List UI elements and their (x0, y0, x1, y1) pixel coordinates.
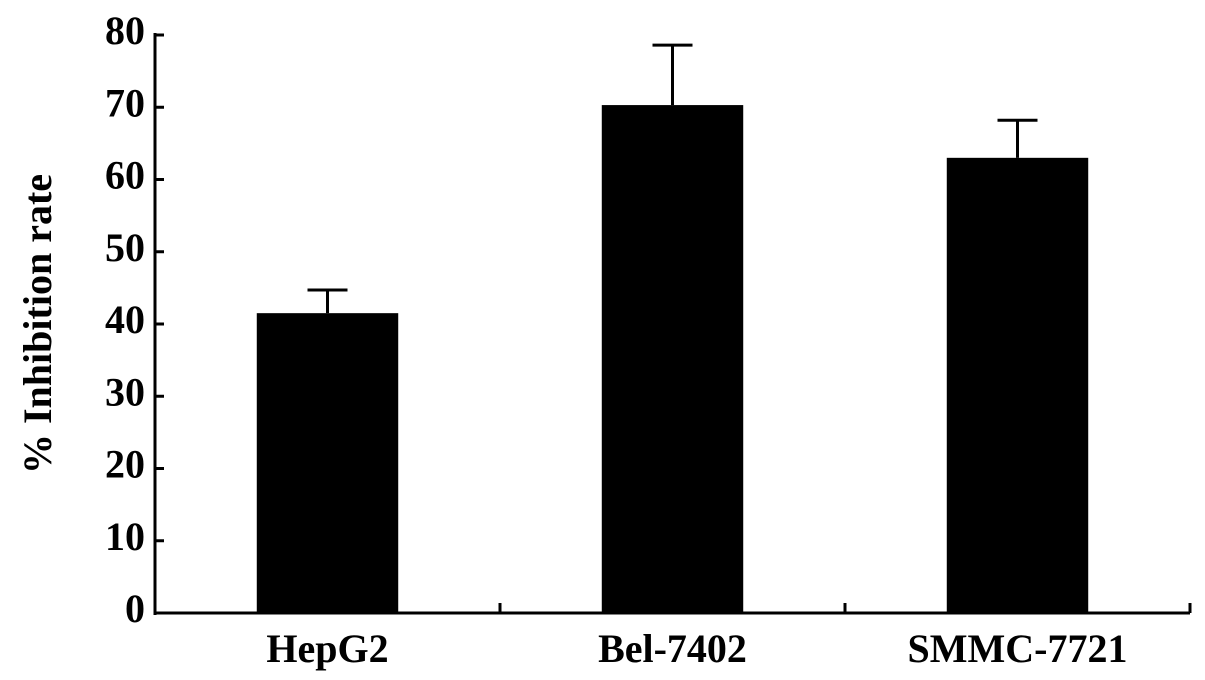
x-tick-label: HepG2 (266, 626, 388, 671)
y-tick-label: 60 (105, 153, 145, 198)
y-tick-label: 20 (105, 442, 145, 487)
error-bar (307, 288, 348, 314)
y-tick-label: 40 (105, 297, 145, 342)
y-tick-label: 10 (105, 514, 145, 559)
y-axis-label: % Inhibition rate (15, 174, 60, 474)
error-bar (997, 118, 1038, 158)
y-tick-label: 30 (105, 369, 145, 414)
x-tick-label: Bel-7402 (598, 626, 747, 671)
y-tick-label: 80 (105, 8, 145, 53)
bar (256, 313, 399, 613)
y-tick-label: 70 (105, 80, 145, 125)
x-tick-label: SMMC-7721 (908, 626, 1128, 671)
y-tick-label: 50 (105, 225, 145, 270)
bar (601, 105, 744, 614)
y-tick-label: 0 (125, 586, 145, 631)
bar (946, 157, 1089, 613)
error-bar (652, 43, 693, 106)
